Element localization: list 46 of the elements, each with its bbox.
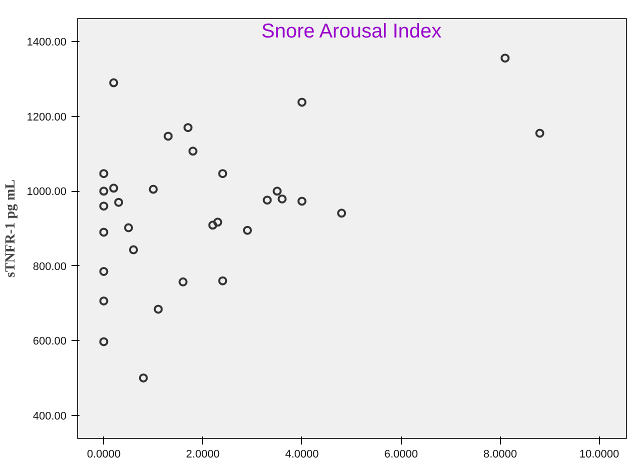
point [99, 296, 108, 306]
point [99, 169, 108, 178]
x-tick-label: 8.0000 [483, 448, 517, 460]
point [148, 184, 158, 194]
point [114, 198, 124, 207]
point [99, 266, 108, 276]
point [262, 196, 272, 205]
point [213, 218, 222, 227]
x-tick-label: 0.0000 [86, 448, 121, 460]
point [183, 123, 192, 132]
point [128, 245, 138, 254]
point [99, 202, 108, 211]
point [109, 78, 118, 88]
y-tick-label: 1400.00 [26, 36, 67, 49]
point [109, 184, 118, 193]
point [99, 228, 108, 237]
point [218, 169, 228, 178]
point [297, 98, 306, 107]
point [164, 132, 173, 141]
point [535, 128, 544, 138]
point [337, 208, 346, 218]
point [297, 196, 306, 206]
x-tick-label: 10.0000 [579, 448, 620, 460]
point [154, 304, 163, 314]
y-tick-label: 600.00 [32, 336, 67, 348]
point [99, 186, 108, 196]
point [178, 277, 188, 286]
point [218, 276, 228, 286]
y-tick-label: 1200.00 [26, 111, 67, 124]
point [99, 337, 108, 346]
y-tick-label: 400.00 [32, 410, 67, 422]
x-tick-label: 6.0000 [384, 448, 418, 460]
point [278, 194, 287, 204]
x-tick-label: 4.0000 [285, 448, 319, 460]
point [138, 373, 148, 382]
chart-title: Snore Arousal Index [261, 20, 442, 42]
y-tick-label: 1000.00 [26, 186, 67, 198]
point [124, 223, 134, 232]
y-tick-label: 800.00 [32, 260, 67, 273]
y-axis-title: sTNFR-1 pg mL [4, 179, 19, 278]
x-tick-label: 2.0000 [186, 448, 220, 460]
point [500, 54, 510, 63]
point [208, 220, 218, 230]
point [188, 146, 198, 156]
point [242, 226, 252, 235]
point [272, 186, 282, 196]
